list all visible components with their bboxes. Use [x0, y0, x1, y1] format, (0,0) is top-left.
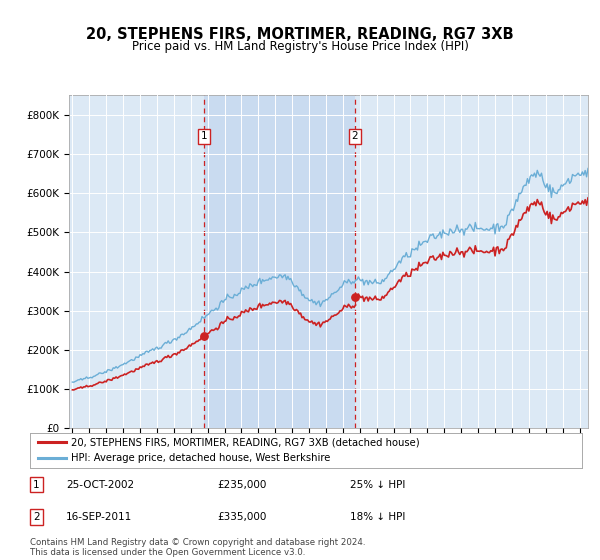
Text: 2: 2	[352, 132, 358, 141]
Text: £335,000: £335,000	[218, 512, 267, 522]
Bar	[205, 95, 355, 428]
Text: 20, STEPHENS FIRS, MORTIMER, READING, RG7 3XB: 20, STEPHENS FIRS, MORTIMER, READING, RG…	[86, 27, 514, 42]
Point	[200, 332, 209, 340]
Text: 25% ↓ HPI: 25% ↓ HPI	[350, 479, 406, 489]
Text: 18% ↓ HPI: 18% ↓ HPI	[350, 512, 406, 522]
Text: 1: 1	[201, 132, 208, 141]
Text: HPI: Average price, detached house, West Berkshire: HPI: Average price, detached house, West…	[71, 453, 331, 463]
Text: Price paid vs. HM Land Registry's House Price Index (HPI): Price paid vs. HM Land Registry's House …	[131, 40, 469, 53]
Text: 16-SEP-2011: 16-SEP-2011	[66, 512, 132, 522]
Text: 1: 1	[34, 479, 40, 489]
Text: 20, STEPHENS FIRS, MORTIMER, READING, RG7 3XB (detached house): 20, STEPHENS FIRS, MORTIMER, READING, RG…	[71, 437, 420, 447]
Text: £235,000: £235,000	[218, 479, 267, 489]
Text: Contains HM Land Registry data © Crown copyright and database right 2024.
This d: Contains HM Land Registry data © Crown c…	[30, 538, 365, 557]
Text: 2: 2	[34, 512, 40, 522]
Text: 25-OCT-2002: 25-OCT-2002	[66, 479, 134, 489]
Point	[350, 293, 359, 302]
